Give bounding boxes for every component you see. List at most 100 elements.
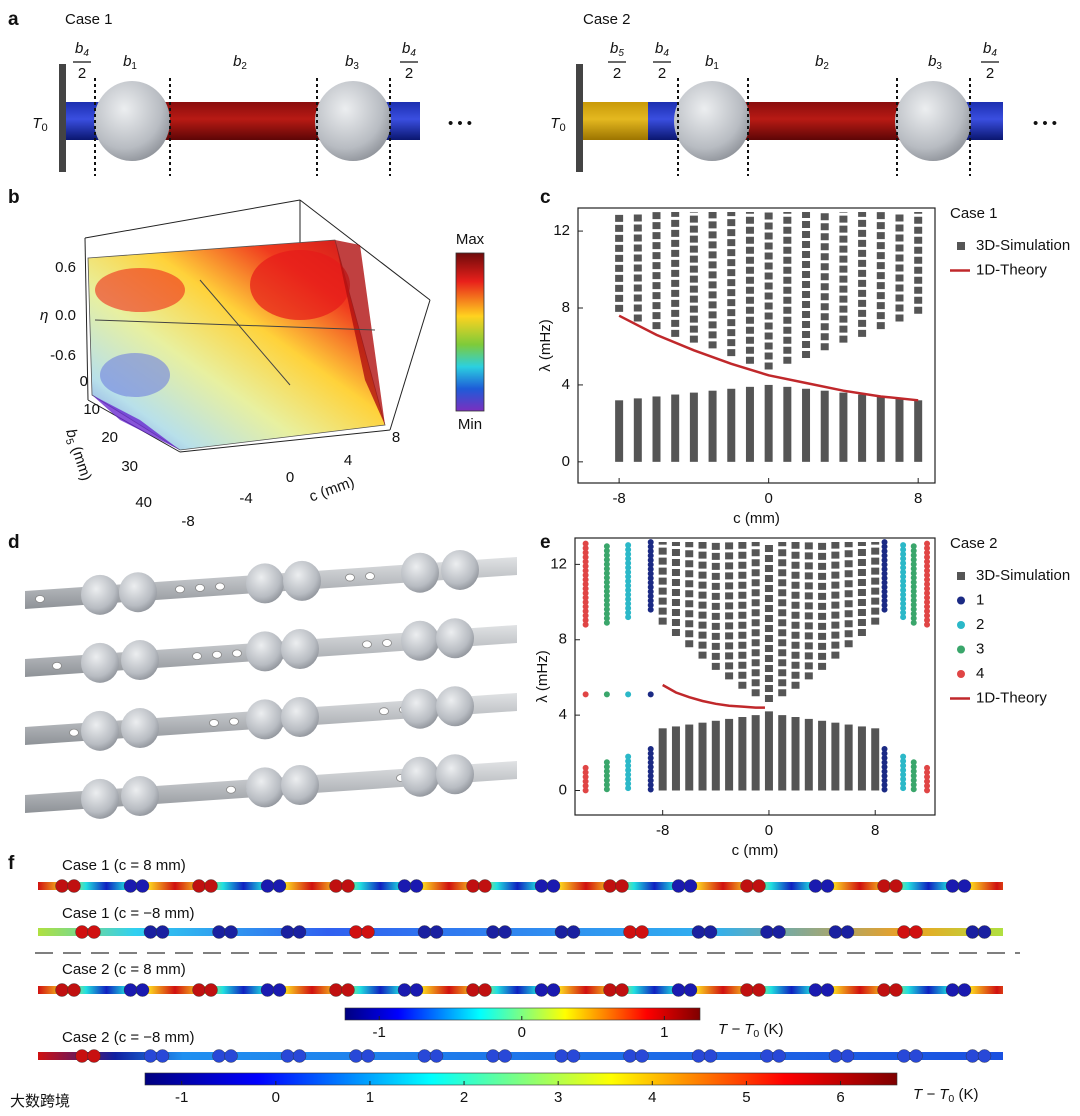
colorbar-tick-label: 1	[366, 1089, 374, 1106]
subscript: 4	[663, 48, 669, 59]
temperature-sphere	[820, 879, 835, 893]
symbol: b	[345, 53, 353, 70]
temperature-sphere	[965, 925, 980, 939]
temperature-sphere	[889, 879, 903, 893]
surface-hot	[250, 250, 350, 320]
lower-band	[698, 722, 707, 791]
temperature-sphere	[820, 983, 835, 997]
hole	[35, 595, 45, 603]
legend-title: Case 2	[950, 535, 998, 552]
temperature-sphere	[554, 925, 569, 939]
symbol: b	[123, 53, 131, 70]
colorbar-label: T − T0 (K)	[913, 1086, 978, 1105]
temperature-sphere	[486, 1049, 500, 1063]
temperature-sphere	[877, 879, 891, 893]
case-title: Case 1	[65, 11, 113, 28]
temperature-sphere	[977, 925, 992, 939]
sphere	[94, 81, 170, 161]
hole	[345, 573, 355, 582]
colorbar-max: Max	[456, 231, 485, 248]
temperature-sphere	[498, 925, 512, 939]
temperature-sphere	[75, 925, 89, 939]
surface-cold	[100, 353, 170, 397]
temperature-sphere	[683, 983, 698, 997]
lower-band	[745, 386, 754, 462]
sphere	[246, 767, 284, 808]
temperature-rod	[38, 986, 1003, 994]
wall-label: T0	[32, 115, 47, 134]
temperature-sphere	[534, 879, 549, 893]
fraction-denominator: 2	[986, 65, 994, 82]
sphere	[401, 552, 439, 593]
temperature-sphere	[897, 925, 911, 939]
sphere	[441, 549, 479, 590]
legend-label: 1D-Theory	[976, 689, 1047, 706]
lower-band	[633, 398, 642, 462]
segment-label: b1	[705, 53, 719, 72]
fraction-numerator: b4	[655, 40, 669, 59]
temperature-sphere	[740, 983, 754, 997]
colorbar-tick-label: 2	[460, 1089, 468, 1106]
symbol: b	[610, 40, 618, 57]
legend-label: 1	[976, 591, 984, 608]
temperature-sphere	[155, 1049, 170, 1063]
temperature-sphere	[772, 925, 786, 939]
fraction-denominator: 2	[658, 65, 666, 82]
colorbar-tick-label: 3	[554, 1089, 562, 1106]
temperature-sphere	[486, 925, 500, 939]
z-tick-label: -0.6	[50, 347, 76, 364]
symbol: b	[928, 53, 936, 70]
fraction-numerator: b4	[75, 40, 89, 59]
y-tick-label: 12	[553, 222, 570, 239]
sphere	[281, 764, 319, 805]
lower-band	[839, 392, 848, 462]
temperature-sphere	[635, 1049, 649, 1063]
unit: (mm)	[67, 440, 95, 482]
subscript: 4	[410, 48, 416, 59]
rod-segment	[152, 102, 335, 140]
x-tick-label: -8	[656, 822, 669, 839]
temperature-sphere	[534, 983, 549, 997]
colorbar-tick-label: 0	[518, 1024, 526, 1041]
temperature-sphere	[897, 1049, 911, 1063]
sphere	[121, 708, 159, 749]
lower-band	[857, 726, 866, 791]
temperature-sphere	[603, 983, 617, 997]
box-edge	[84, 237, 89, 401]
temperature-sphere	[409, 879, 424, 893]
colorbar	[455, 252, 485, 412]
y-tick-label: 10	[83, 401, 100, 418]
subscript: 3	[353, 61, 359, 72]
x-axis-label: c (mm)	[733, 510, 780, 527]
fraction-denominator: 2	[613, 65, 621, 82]
subscript: 1	[131, 61, 137, 72]
sphere	[436, 618, 474, 659]
temperature-sphere	[603, 879, 617, 893]
case-label: Case 1 (c = 8 mm)	[62, 857, 186, 874]
surface-line	[94, 319, 376, 331]
symbol: b	[655, 40, 663, 57]
lower-band	[804, 718, 813, 791]
segment-label: b1	[123, 53, 137, 72]
fraction-denominator: 2	[78, 65, 86, 82]
sphere	[121, 776, 159, 817]
temperature-sphere	[623, 1049, 637, 1063]
temperature-sphere	[341, 879, 355, 893]
panel-label: f	[8, 853, 15, 874]
temperature-sphere	[977, 1049, 992, 1063]
lower-band	[820, 390, 829, 462]
temperature-sphere	[957, 879, 972, 893]
x-tick-label: -4	[239, 490, 252, 507]
lower-band	[802, 388, 811, 462]
temperature-sphere	[478, 879, 492, 893]
colorbar-tick-label: 4	[648, 1089, 656, 1106]
fraction-numerator: b4	[983, 40, 997, 59]
wall	[576, 64, 583, 172]
hole	[52, 661, 62, 670]
legend-title: Case 1	[950, 205, 998, 222]
hole	[209, 719, 219, 727]
lower-band	[818, 720, 827, 791]
x-tick-label: 0	[765, 822, 773, 839]
